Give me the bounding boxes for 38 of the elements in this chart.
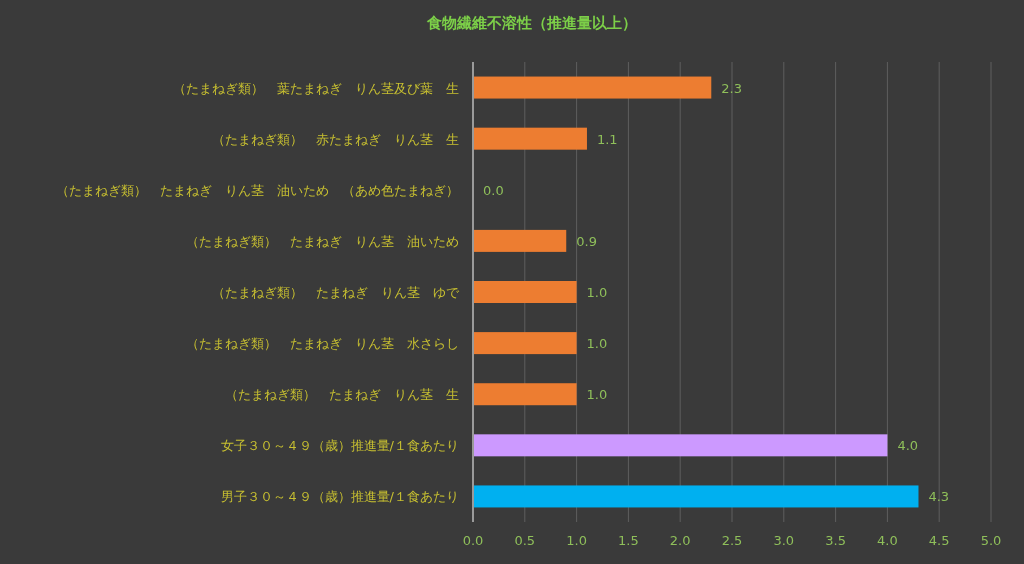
x-tick-label: 4.0 [877, 533, 898, 548]
bar [473, 332, 577, 355]
bar [473, 485, 919, 508]
data-label: 1.0 [586, 285, 608, 300]
chart-title: 食物繊維不溶性（推進量以上） [426, 14, 637, 32]
x-tick-label: 1.5 [618, 533, 639, 548]
y-tick-label: 女子３０～４９（歳）推進量/１食あたり [220, 438, 459, 454]
y-tick-label: （たまねぎ類） たまねぎ りん茎 水さらし [186, 336, 459, 352]
y-tick-label: （たまねぎ類） たまねぎ りん茎 ゆで [212, 285, 460, 300]
x-tick-label: 1.0 [566, 533, 587, 548]
bar [473, 383, 577, 406]
bar [473, 434, 888, 457]
x-tick-label: 0.5 [514, 533, 536, 548]
y-tick-label: （たまねぎ類） たまねぎ りん茎 生 [225, 387, 459, 403]
bar [473, 127, 587, 150]
data-label: 1.0 [586, 387, 608, 403]
x-tick-label: 3.0 [773, 533, 795, 548]
data-label: 4.3 [928, 489, 950, 505]
y-tick-label: （たまねぎ類） たまねぎ りん茎 油いため [186, 233, 459, 249]
data-label: 2.3 [721, 80, 742, 96]
y-tick-label: （たまねぎ類） 赤たまねぎ りん茎 生 [212, 131, 459, 147]
x-tick-label: 3.5 [825, 533, 846, 548]
y-tick-label: （たまねぎ類） 葉たまねぎ りん茎及び葉 生 [173, 80, 459, 96]
y-tick-label: （たまねぎ類） たまねぎ りん茎 油いため （あめ色たまねぎ） [56, 182, 459, 198]
x-tick-label: 2.5 [721, 533, 743, 548]
data-label: 1.0 [586, 336, 608, 352]
data-label: 1.1 [596, 131, 618, 147]
data-label: 0.0 [483, 182, 504, 198]
x-tick-label: 4.5 [928, 533, 950, 548]
x-tick-label: 0.0 [462, 533, 484, 548]
bar [473, 281, 577, 303]
data-label: 4.0 [897, 438, 919, 454]
x-tick-label: 5.0 [980, 533, 1002, 548]
data-label: 0.9 [576, 233, 597, 249]
y-tick-label: 男子３０～４９（歳）推進量/１食あたり [220, 489, 459, 505]
x-tick-label: 2.0 [669, 533, 691, 548]
bar [473, 229, 567, 252]
bar [473, 76, 712, 99]
